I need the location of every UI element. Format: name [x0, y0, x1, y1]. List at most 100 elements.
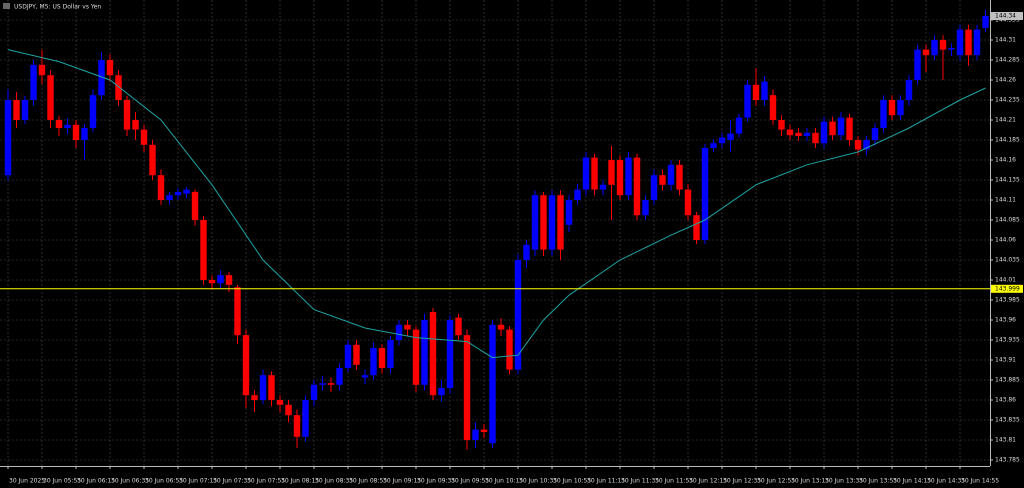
candle-body [931, 40, 938, 56]
candle-body [982, 16, 989, 28]
candle-body [676, 164, 683, 190]
candle-body [166, 195, 173, 200]
candle-body [693, 215, 700, 240]
y-tick-label: 143.885 [995, 377, 1020, 384]
candle-body [710, 143, 717, 148]
y-tick-label: 143.81 [995, 437, 1016, 444]
x-tick-label: 30 Jun 13:15 [791, 478, 829, 485]
x-tick-label: 30 Jun 11:35 [621, 478, 659, 485]
y-tick-label: 143.785 [995, 457, 1020, 464]
x-tick-label: 30 Jun 06:35 [111, 478, 149, 485]
candle-body [625, 157, 632, 196]
candle-body [888, 100, 896, 116]
candle-body [523, 244, 530, 260]
candle-body [727, 133, 734, 140]
candle-body [191, 192, 199, 220]
candle-body [965, 29, 972, 56]
y-tick-label: 144.11 [995, 197, 1016, 204]
x-tick-label: 30 Jun 2025 [9, 478, 45, 485]
candle-body [234, 287, 241, 336]
y-tick-label: 144.06 [995, 237, 1016, 244]
candle-body [761, 81, 768, 100]
candle-body [21, 100, 29, 120]
candle-body [395, 324, 403, 340]
candle-body [565, 200, 573, 225]
candle-body [327, 383, 335, 385]
candle-body [293, 415, 301, 437]
candle-body [820, 121, 828, 144]
candle-body [956, 29, 964, 56]
candle-body [914, 49, 921, 80]
candle-body [795, 132, 802, 136]
candle-body [701, 148, 709, 240]
candle-body [132, 120, 139, 130]
x-tick-label: 30 Jun 06:55 [145, 478, 183, 485]
candle-body [871, 128, 879, 140]
x-tick-label: 30 Jun 07:55 [247, 478, 285, 485]
candle-body [276, 400, 284, 405]
candle-body [30, 64, 37, 100]
x-tick-label: 30 Jun 12:15 [689, 478, 727, 485]
x-tick-label: 30 Jun 05:55 [43, 478, 81, 485]
candle-body [438, 388, 445, 396]
candle-body [582, 157, 590, 190]
x-tick-label: 30 Jun 06:15 [77, 478, 115, 485]
candle-body [302, 400, 309, 437]
y-tick-label: 143.985 [995, 297, 1020, 304]
x-tick-label: 30 Jun 10:35 [519, 478, 557, 485]
y-tick-label: 144.285 [995, 57, 1020, 64]
candle-body [642, 200, 649, 216]
x-tick-label: 30 Jun 10:15 [485, 478, 523, 485]
candle-body [174, 192, 182, 196]
x-tick-label: 30 Jun 11:15 [587, 478, 625, 485]
candle-body [370, 348, 377, 376]
candle-body [599, 184, 607, 190]
x-tick-label: 30 Jun 13:35 [825, 478, 863, 485]
x-tick-label: 30 Jun 09:15 [383, 478, 421, 485]
chart-title: USDJPY, M5: US Dollar vs Yen [14, 4, 101, 11]
candle-body [650, 175, 658, 200]
candle-body [106, 60, 114, 76]
y-tick-label: 144.16 [995, 157, 1016, 164]
current-price-label: 144.34 [995, 13, 1016, 20]
x-tick-label: 30 Jun 13:55 [859, 478, 897, 485]
x-tick-label: 30 Jun 14:15 [893, 478, 931, 485]
candle-body [344, 344, 352, 368]
candle-body [421, 320, 428, 385]
candle-body [905, 80, 913, 100]
candle-body [336, 368, 343, 385]
candle-body [837, 117, 845, 136]
candle-body [608, 160, 615, 185]
candle-body [973, 29, 981, 56]
candle-body [463, 335, 471, 440]
candle-body [897, 100, 904, 116]
x-tick-label: 30 Jun 07:15 [179, 478, 217, 485]
candle-body [183, 189, 190, 194]
candle-body [446, 320, 454, 388]
candle-body [378, 348, 386, 368]
candle-body [251, 395, 258, 400]
candle-body [123, 100, 131, 130]
candle-body [591, 157, 598, 190]
candle-body [268, 375, 275, 400]
candle-body [633, 157, 641, 216]
candle-body [429, 312, 437, 396]
candle-body [38, 64, 46, 76]
candle-body [72, 124, 80, 140]
candle-body [880, 100, 887, 128]
candle-body [506, 329, 513, 370]
moving-average [7, 49, 986, 359]
candle-body [140, 129, 148, 145]
y-tick-label: 144.31 [995, 37, 1016, 44]
candle-body [616, 160, 624, 196]
candle-body [803, 132, 811, 136]
candle-body [98, 60, 105, 96]
candle-body [854, 140, 862, 150]
candle-body [497, 324, 505, 330]
candle-body [157, 175, 165, 200]
candle-body [387, 340, 394, 368]
x-tick-label: 30 Jun 08:35 [315, 478, 353, 485]
x-tick-label: 30 Jun 14:35 [927, 478, 965, 485]
x-tick-label: 30 Jun 07:35 [213, 478, 251, 485]
candle-body [353, 344, 360, 365]
